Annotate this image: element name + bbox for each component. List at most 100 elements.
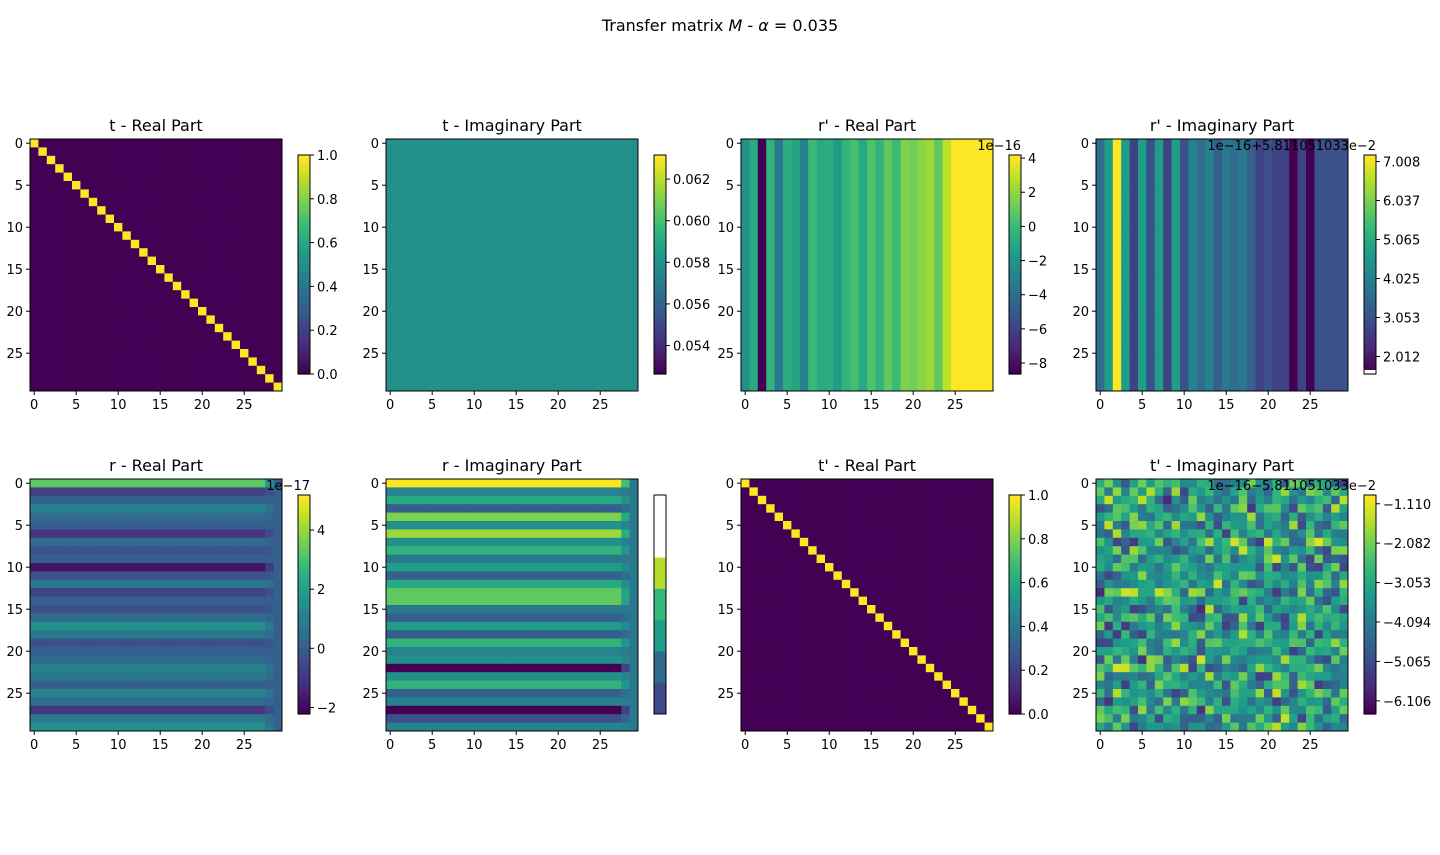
heatmap-cell: [461, 332, 471, 341]
heatmap-cell: [799, 265, 809, 274]
heatmap-cell: [1112, 298, 1122, 308]
heatmap-cell: [265, 281, 274, 291]
heatmap-cell: [833, 256, 843, 266]
heatmap-cell: [766, 357, 775, 367]
heatmap-cell: [130, 638, 140, 648]
heatmap-cell: [147, 155, 157, 165]
heatmap-cell: [444, 290, 454, 299]
heatmap-cell: [105, 365, 115, 375]
heatmap-cell: [231, 357, 241, 367]
colorbar-segment: [298, 670, 310, 675]
colorbar-segment: [298, 337, 310, 342]
heatmap-cell: [1289, 349, 1298, 358]
heatmap-cell: [900, 256, 910, 266]
heatmap-cell: [757, 357, 767, 367]
heatmap-cell: [1196, 164, 1206, 173]
colorbar-segment: [1009, 322, 1021, 328]
heatmap-cell: [774, 265, 784, 274]
heatmap-cell: [495, 323, 504, 333]
heatmap-cell: [164, 579, 174, 589]
heatmap-cell: [63, 512, 73, 522]
heatmap-cell: [63, 181, 73, 190]
heatmap-cell: [967, 189, 977, 199]
heatmap-cell: [816, 155, 826, 165]
heatmap-cell: [88, 596, 98, 606]
heatmap-cell: [198, 323, 207, 333]
heatmap-cell: [55, 239, 64, 249]
heatmap-cell: [72, 705, 81, 715]
heatmap-cell: [520, 298, 530, 308]
heatmap-cell: [1171, 214, 1181, 224]
heatmap-cell: [428, 147, 437, 157]
heatmap-cell: [1247, 256, 1256, 266]
heatmap-cell: [419, 172, 429, 182]
heatmap-cell: [867, 349, 876, 358]
heatmap-cell: [512, 239, 521, 249]
heatmap-cell: [122, 487, 132, 497]
heatmap-cell: [959, 281, 969, 291]
heatmap-cell: [959, 214, 969, 224]
colorbar-segment: [298, 246, 310, 251]
x-tick-label: 15: [152, 738, 169, 753]
heatmap-cell: [1146, 172, 1156, 182]
heatmap-cell: [72, 512, 81, 522]
heatmap-cell: [925, 307, 935, 316]
heatmap-cell: [570, 256, 580, 266]
heatmap-cell: [265, 189, 274, 199]
heatmap-cell: [80, 239, 90, 249]
heatmap-cell: [189, 290, 199, 299]
heatmap-cell: [394, 181, 404, 190]
heatmap-cell: [1196, 298, 1206, 308]
heatmap-cell: [265, 197, 274, 207]
heatmap-cell: [1129, 139, 1139, 148]
heatmap-cell: [46, 223, 56, 232]
heatmap-cell: [240, 579, 249, 589]
heatmap-cell: [248, 307, 258, 316]
heatmap-cell: [1306, 214, 1315, 224]
heatmap-cell: [1297, 248, 1307, 257]
heatmap-cell: [1196, 349, 1206, 358]
heatmap-cell: [88, 298, 98, 308]
heatmap-cell: [1230, 340, 1240, 350]
heatmap-cell: [1331, 139, 1340, 148]
heatmap-cell: [791, 365, 801, 375]
heatmap-cell: [198, 689, 207, 698]
heatmap-cell: [172, 705, 182, 715]
heatmap-cell: [172, 332, 182, 341]
x-tick-label: 20: [194, 738, 211, 753]
heatmap-cell: [1238, 323, 1248, 333]
heatmap-cell: [917, 164, 927, 173]
heatmap-cell: [55, 487, 64, 497]
heatmap-cell: [1272, 290, 1282, 299]
heatmap-cell: [1180, 315, 1189, 325]
heatmap-cell: [545, 172, 555, 182]
heatmap-cell: [38, 579, 48, 589]
heatmap-cell: [925, 332, 935, 341]
heatmap-cell: [858, 332, 868, 341]
heatmap-cell: [833, 231, 843, 241]
heatmap-cell: [757, 139, 767, 148]
heatmap-cell: [486, 239, 496, 249]
heatmap-cell: [1322, 349, 1332, 358]
heatmap-cell: [63, 374, 73, 383]
heatmap-cell: [240, 596, 249, 606]
panel-title: r' - Imaginary Part: [1150, 116, 1294, 135]
heatmap-cell: [604, 307, 614, 316]
heatmap-cell: [596, 139, 605, 148]
heatmap-cell: [629, 365, 639, 375]
heatmap-cell: [587, 164, 597, 173]
heatmap-cell: [55, 705, 64, 715]
x-tick-label: 10: [466, 398, 483, 413]
heatmap-cell: [1104, 172, 1114, 182]
heatmap-cell: [545, 181, 555, 190]
heatmap-cell: [833, 290, 843, 299]
colorbar-segment: [1364, 217, 1376, 222]
colorbar-segment: [1009, 224, 1021, 229]
x-tick-label: 20: [1260, 398, 1277, 413]
heatmap-cell: [749, 223, 759, 232]
heatmap-cell: [833, 139, 843, 148]
heatmap-cell: [156, 332, 165, 341]
colorbar-segment: [298, 209, 310, 214]
heatmap-cell: [1272, 323, 1282, 333]
heatmap-cell: [231, 605, 241, 614]
